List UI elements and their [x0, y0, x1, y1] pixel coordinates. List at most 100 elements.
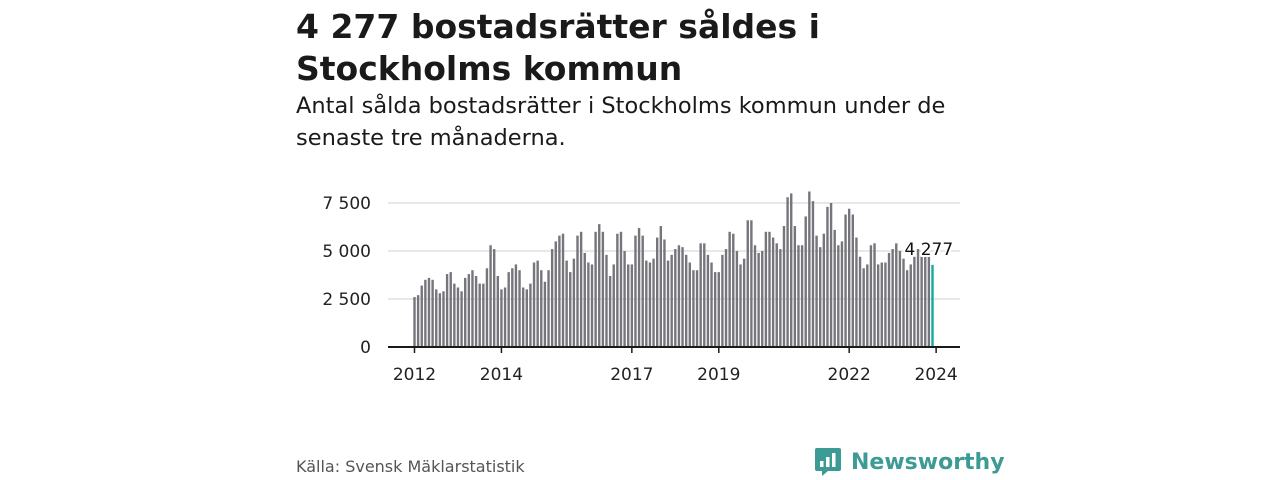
bar [482, 283, 485, 347]
bar [924, 256, 927, 347]
bar [431, 279, 434, 347]
bar [518, 270, 521, 347]
bar [565, 260, 568, 347]
bar [540, 270, 543, 347]
bar [467, 274, 471, 347]
bar [543, 281, 547, 347]
bar [699, 243, 702, 347]
source-note: Källa: Svensk Mäklarstatistik [296, 457, 525, 476]
bar [554, 241, 557, 347]
bar [695, 270, 699, 347]
bar [739, 264, 742, 347]
bar [873, 243, 876, 347]
bar [793, 226, 797, 347]
bar [732, 233, 735, 347]
bar [862, 268, 865, 347]
newsworthy-logo-icon [815, 448, 841, 476]
bar [663, 239, 666, 347]
bar [471, 270, 474, 347]
bar [815, 235, 818, 347]
bar [492, 249, 496, 347]
bar [507, 272, 510, 347]
bar [713, 272, 717, 347]
bar [496, 275, 500, 347]
bar [692, 270, 695, 347]
bar [413, 297, 416, 347]
bar [598, 224, 601, 347]
bar [688, 262, 692, 347]
bar [728, 231, 731, 347]
chart-title: 4 277 bostadsrätter såldes i Stockholms … [296, 7, 820, 88]
bar [800, 245, 804, 347]
bar [775, 243, 778, 347]
bar [634, 235, 637, 347]
bar [445, 274, 449, 347]
y-tick-label: 0 [360, 338, 371, 358]
bar [757, 252, 760, 347]
bar [880, 262, 883, 347]
brand-name: Newsworthy [851, 449, 1005, 475]
bar [550, 249, 554, 347]
bar [659, 226, 663, 347]
bar [474, 275, 478, 347]
bar [833, 229, 836, 347]
x-tick-label: 2012 [393, 365, 436, 385]
bar [655, 237, 659, 347]
bar [645, 260, 648, 347]
bar [590, 264, 594, 347]
bar [735, 251, 739, 347]
bar [855, 237, 858, 347]
bar [561, 233, 565, 347]
bar [435, 289, 438, 347]
bar [424, 279, 427, 347]
bar [746, 220, 749, 347]
x-tick-label: 2017 [610, 365, 653, 385]
bar [583, 252, 586, 347]
bar [460, 291, 463, 347]
x-tick-label: 2014 [480, 365, 523, 385]
bar [790, 193, 793, 347]
bar [529, 283, 532, 347]
bar [684, 254, 688, 347]
bar [797, 245, 800, 347]
bar [858, 256, 862, 347]
bar [786, 197, 789, 347]
bar [753, 245, 757, 347]
bar [829, 203, 833, 347]
bar [576, 235, 579, 347]
bar [456, 287, 460, 347]
x-tick-label: 2024 [914, 365, 957, 385]
y-tick-label: 2 500 [322, 290, 371, 310]
bar [927, 256, 931, 347]
bar [619, 231, 623, 347]
bar [724, 249, 728, 347]
bar [840, 241, 844, 347]
bar [761, 251, 764, 347]
bar [750, 220, 753, 347]
bar [768, 231, 771, 347]
bar [681, 247, 684, 347]
bar [521, 287, 525, 347]
bar [819, 247, 822, 347]
bar [579, 231, 583, 347]
bar [869, 245, 873, 347]
bar [587, 262, 590, 347]
bar [637, 227, 641, 347]
bar [782, 226, 786, 347]
bar [909, 264, 912, 347]
bar [500, 289, 503, 347]
bar [905, 270, 909, 347]
bar [920, 254, 923, 347]
bar [706, 254, 710, 347]
bar [677, 245, 681, 347]
bar [449, 272, 452, 347]
brand-logo[interactable]: Newsworthy [814, 447, 1005, 477]
bar [416, 295, 420, 347]
bar [605, 254, 608, 347]
bar [569, 272, 572, 347]
bar [627, 264, 630, 347]
data-label-last: 4 277 [905, 240, 954, 260]
bar [623, 251, 626, 347]
bar [822, 233, 826, 347]
